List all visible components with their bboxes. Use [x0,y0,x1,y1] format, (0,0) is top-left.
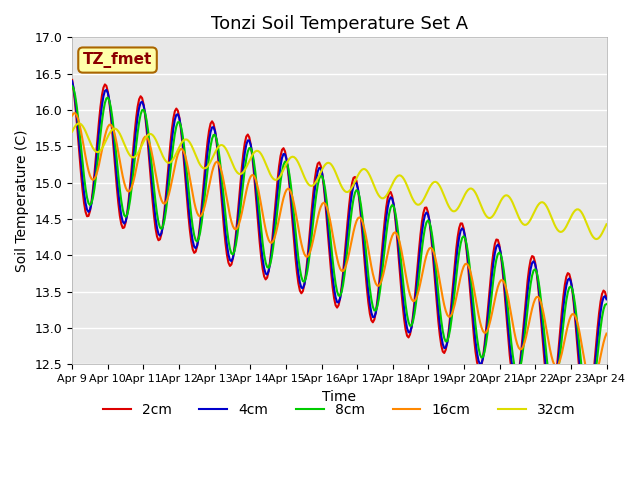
16cm [135,151,143,157]
8cm [68,83,76,89]
Text: TZ_fmet: TZ_fmet [83,52,152,68]
32cm [603,221,611,227]
4cm [302,274,310,280]
4cm [603,297,611,302]
Line: 2cm: 2cm [72,80,607,420]
2cm [573,336,580,341]
2cm [254,222,262,228]
32cm [303,180,311,186]
2cm [228,262,236,267]
8cm [302,275,310,281]
8cm [228,251,236,256]
8cm [245,145,253,151]
16cm [68,113,76,119]
X-axis label: Time: Time [323,390,356,404]
8cm [585,406,593,411]
4cm [254,212,262,217]
16cm [71,110,79,116]
Y-axis label: Soil Temperature (C): Soil Temperature (C) [15,130,29,272]
Line: 32cm: 32cm [72,123,607,239]
4cm [228,258,236,264]
32cm [76,120,83,126]
2cm [245,134,253,140]
2cm [68,77,76,83]
16cm [256,194,264,200]
2cm [583,417,591,422]
4cm [134,114,141,120]
16cm [603,331,611,336]
32cm [592,236,600,242]
8cm [254,197,262,203]
16cm [229,223,237,229]
4cm [68,78,76,84]
Line: 8cm: 8cm [72,86,607,408]
8cm [573,315,580,321]
Legend: 2cm, 4cm, 8cm, 16cm, 32cm: 2cm, 4cm, 8cm, 16cm, 32cm [97,398,581,423]
2cm [302,271,310,277]
4cm [583,412,591,418]
2cm [134,104,141,109]
32cm [229,162,237,168]
8cm [134,130,141,136]
16cm [303,254,311,260]
32cm [256,149,264,155]
Line: 16cm: 16cm [72,113,607,384]
16cm [247,173,255,179]
Line: 4cm: 4cm [72,81,607,415]
16cm [574,323,582,329]
32cm [68,129,76,134]
2cm [603,295,611,301]
4cm [245,138,253,144]
32cm [247,155,255,161]
Title: Tonzi Soil Temperature Set A: Tonzi Soil Temperature Set A [211,15,468,33]
16cm [588,381,595,387]
32cm [574,206,582,212]
32cm [135,148,143,154]
4cm [573,327,580,333]
8cm [603,301,611,307]
